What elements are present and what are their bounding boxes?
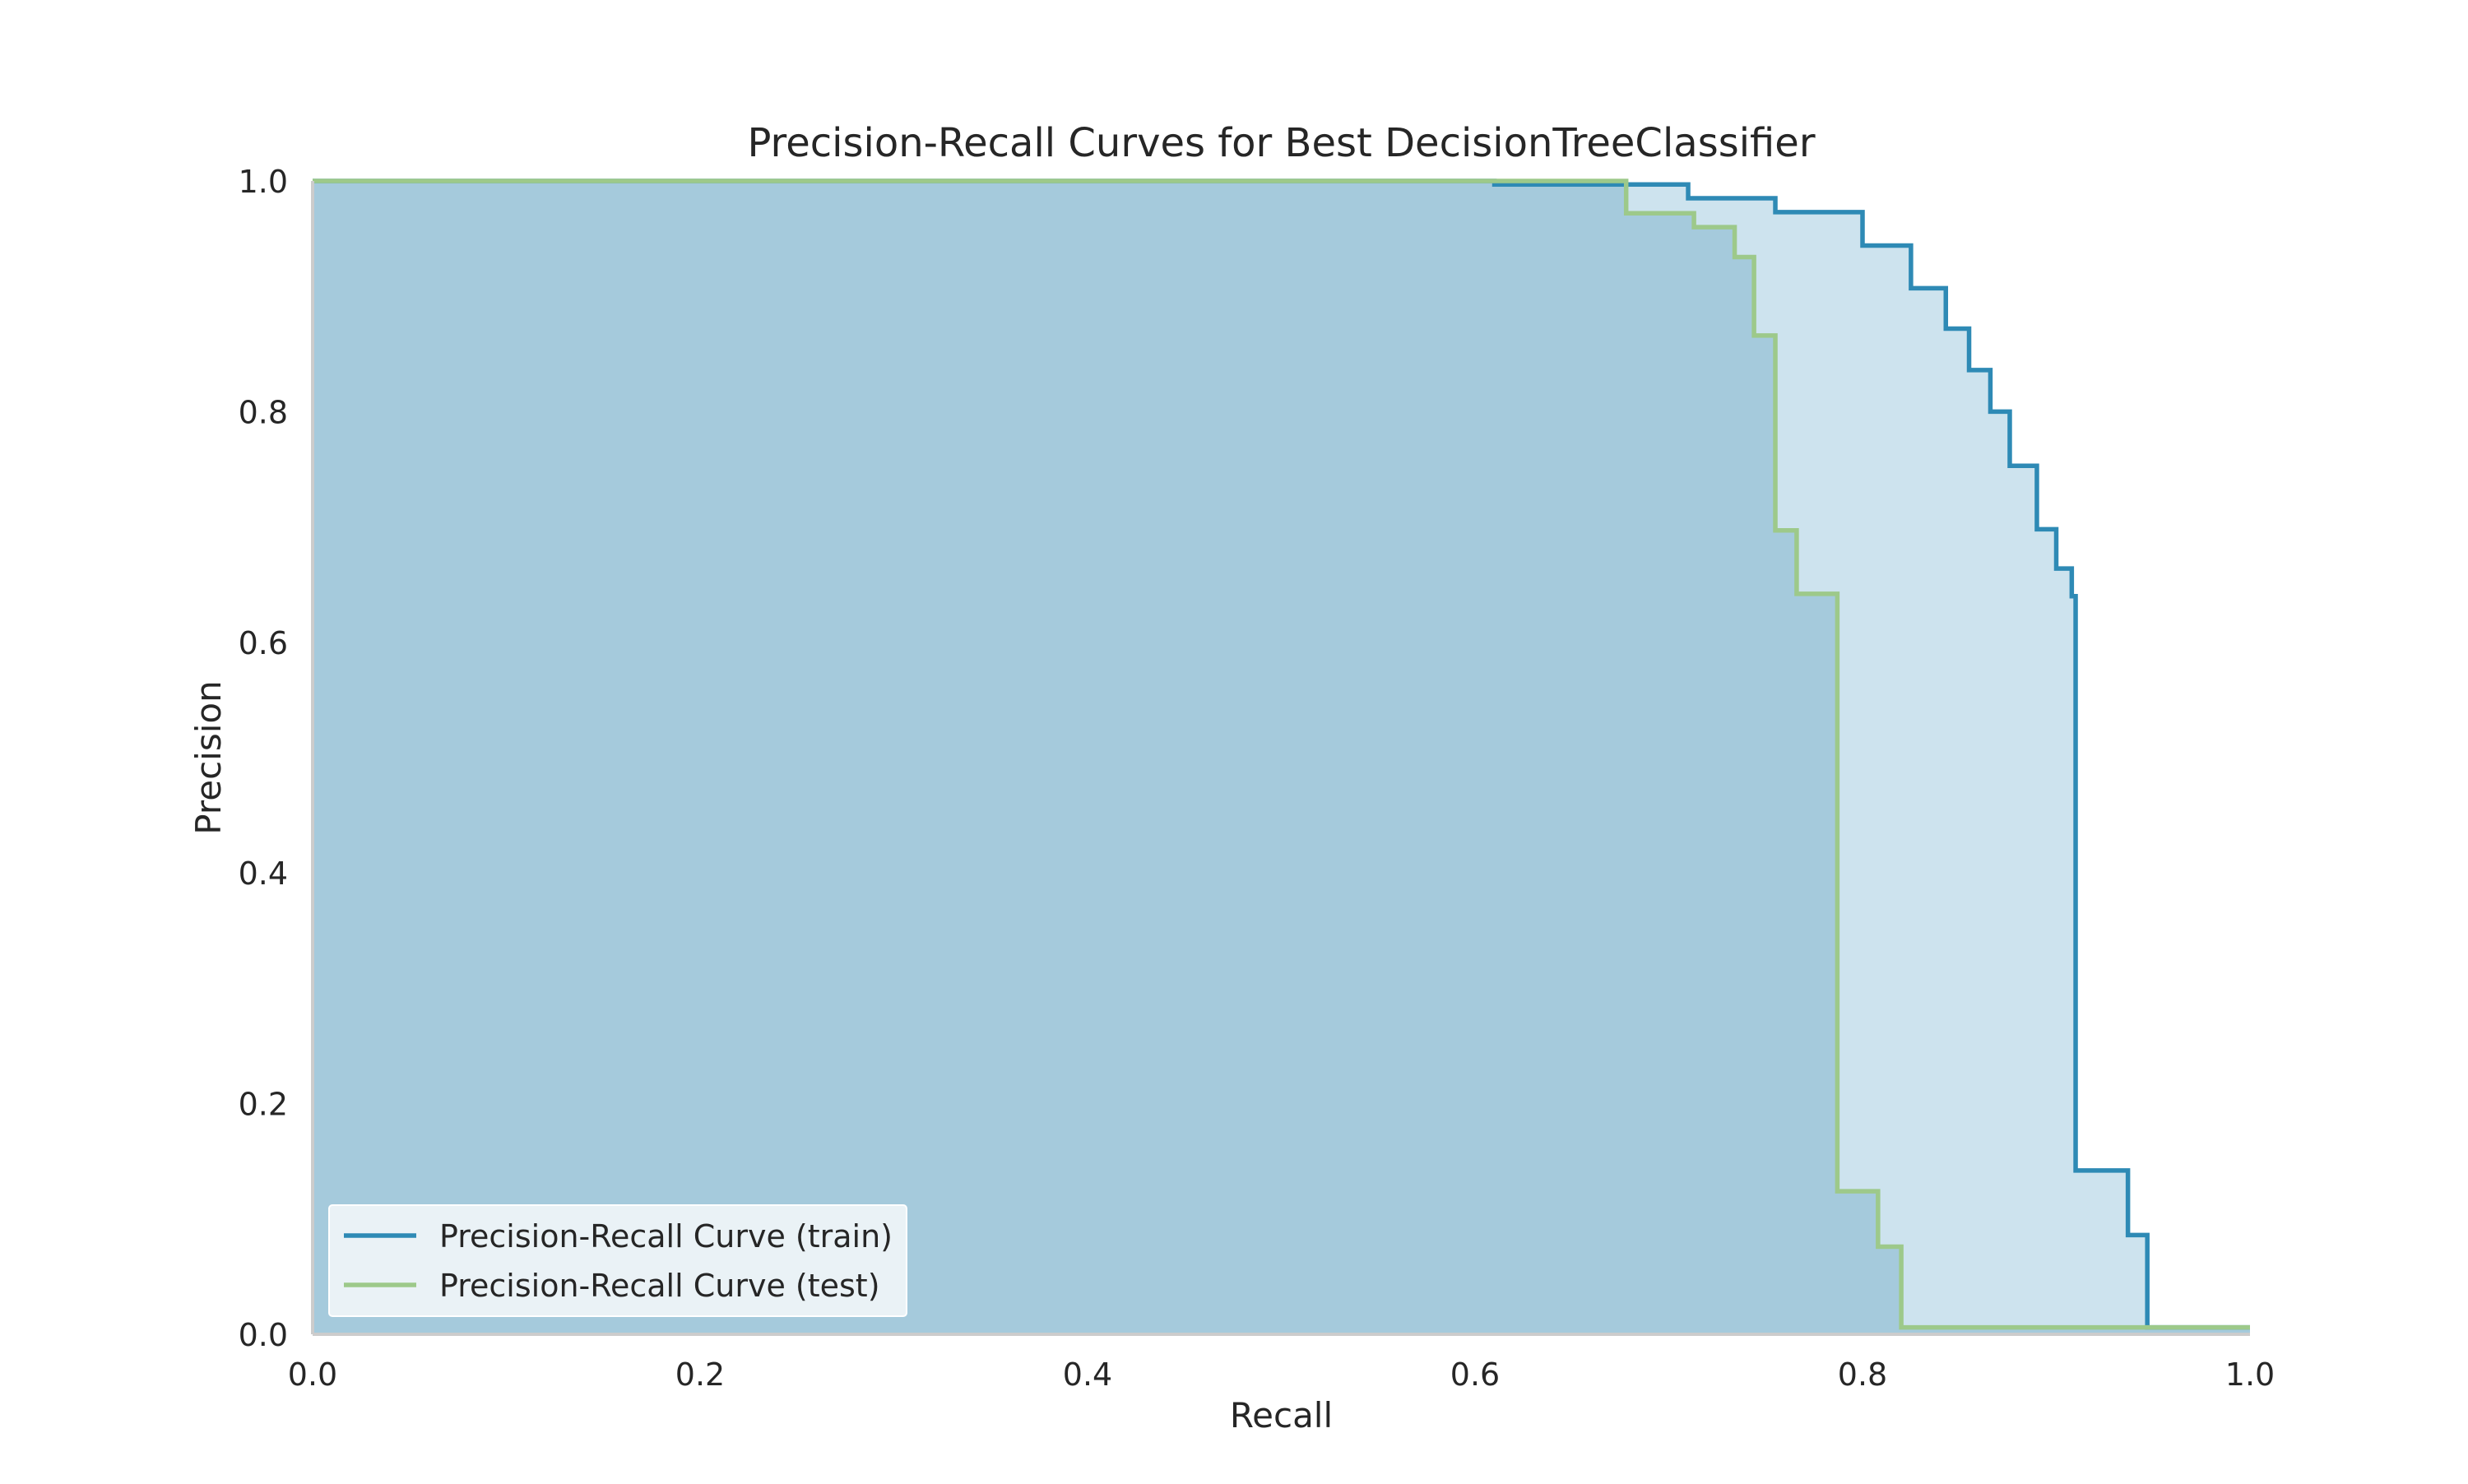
x-tick-label: 0.8 — [1838, 1356, 1887, 1393]
y-axis-label: Precision — [188, 680, 229, 834]
series-fill-1 — [313, 181, 2250, 1334]
y-tick-label: 0.2 — [239, 1087, 288, 1123]
y-tick-label: 0.0 — [239, 1317, 288, 1353]
x-tick-label: 1.0 — [2225, 1356, 2275, 1393]
legend-box — [328, 1204, 907, 1317]
y-tick-label: 1.0 — [239, 164, 288, 200]
curve-lines — [313, 179, 2250, 1330]
x-tick-label: 0.2 — [675, 1356, 725, 1393]
x-tick-label: 0.0 — [288, 1356, 337, 1393]
series-line-0 — [313, 179, 2250, 1330]
series-line-1 — [313, 179, 2250, 1330]
y-tick-label: 0.4 — [239, 856, 288, 892]
x-tick-label: 0.4 — [1063, 1356, 1112, 1393]
chart-title: Precision-Recall Curves for Best Decisio… — [747, 120, 1815, 166]
area-fills — [313, 181, 2250, 1334]
x-axis-label: Recall — [1230, 1395, 1333, 1435]
y-tick-label: 0.8 — [239, 394, 288, 430]
legend-label-0: Precision-Recall Curve (train) — [439, 1218, 893, 1254]
y-tick-labels: 0.0 0.2 0.4 0.6 0.8 1.0 — [239, 164, 288, 1353]
legend: Precision-Recall Curve (train) Precision-… — [328, 1204, 907, 1317]
legend-label-1: Precision-Recall Curve (test) — [439, 1268, 880, 1304]
y-tick-label: 0.6 — [239, 625, 288, 661]
x-tick-label: 0.6 — [1450, 1356, 1500, 1393]
x-tick-labels: 0.0 0.2 0.4 0.6 0.8 1.0 — [288, 1356, 2275, 1393]
